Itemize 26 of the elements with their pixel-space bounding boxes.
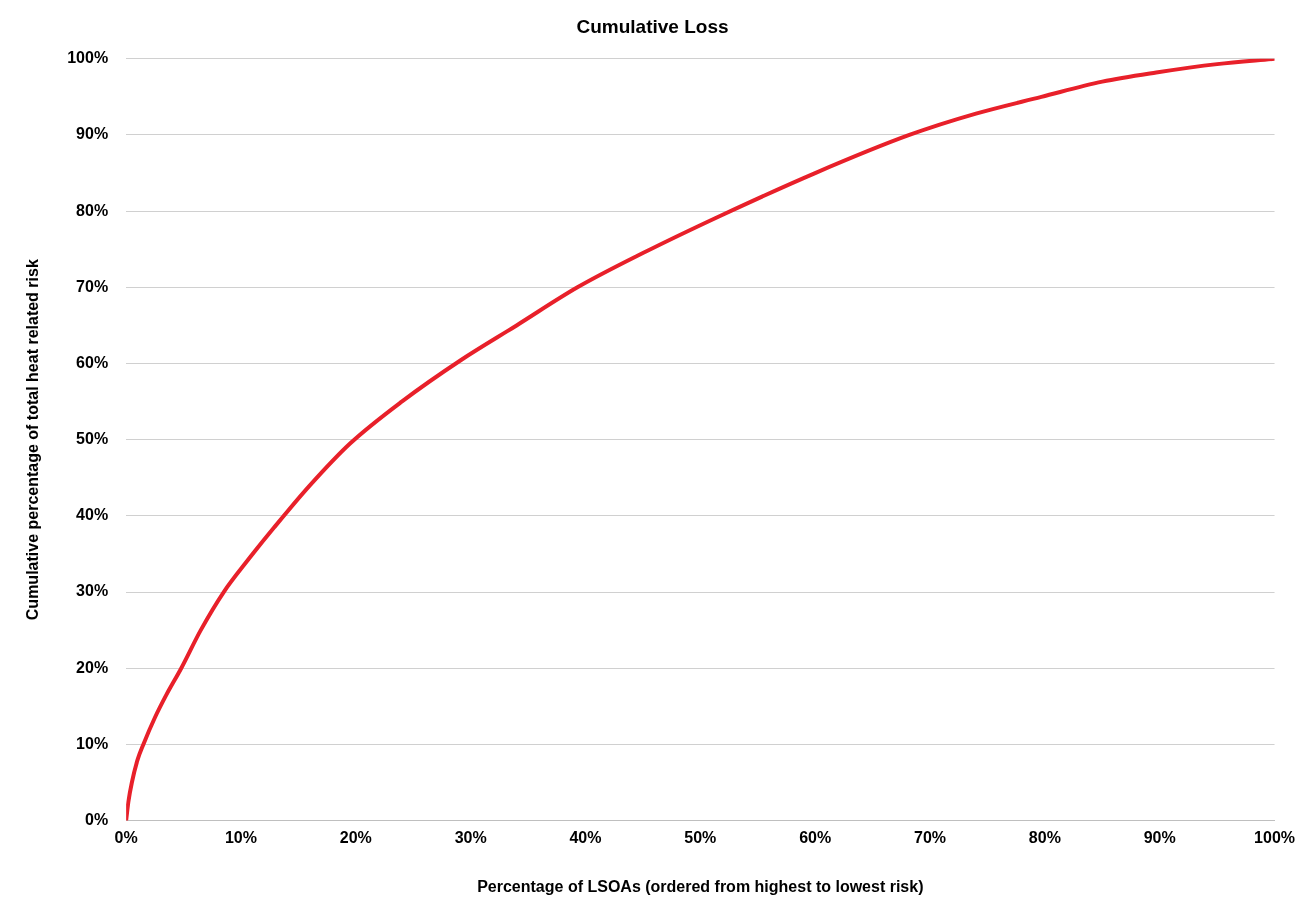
y-tick-label: 60% — [76, 353, 109, 371]
y-axis-title: Cumulative percentage of total heat related risk — [24, 259, 42, 621]
y-tick-label: 80% — [76, 201, 109, 219]
chart-title: Cumulative Loss — [576, 15, 729, 37]
x-tick-label: 0% — [114, 828, 138, 846]
y-tick-label: 30% — [76, 582, 109, 600]
x-tick-label: 10% — [224, 828, 257, 846]
x-tick-label: 80% — [1028, 828, 1061, 846]
x-tick-label: 50% — [684, 828, 717, 846]
x-tick-label: 70% — [914, 828, 947, 846]
x-tick-label: 20% — [339, 828, 372, 846]
x-tick-label: 40% — [569, 828, 602, 846]
y-tick-label: 90% — [76, 125, 109, 143]
x-tick-label: 90% — [1143, 828, 1176, 846]
y-tick-label: 100% — [67, 49, 109, 67]
y-tick-label: 20% — [76, 658, 109, 676]
line-series — [126, 58, 1275, 821]
y-tick-label: 40% — [76, 506, 109, 524]
x-tick-label: 100% — [1254, 828, 1295, 846]
x-tick-label: 60% — [799, 828, 832, 846]
x-tick-label: 30% — [454, 828, 487, 846]
y-tick-label: 10% — [76, 734, 109, 752]
y-tick-label: 50% — [76, 430, 109, 448]
y-tick-label: 70% — [76, 277, 109, 295]
x-axis-title: Percentage of LSOAs (ordered from highest to lowest risk) — [477, 877, 924, 895]
y-tick-label: 0% — [85, 811, 109, 829]
